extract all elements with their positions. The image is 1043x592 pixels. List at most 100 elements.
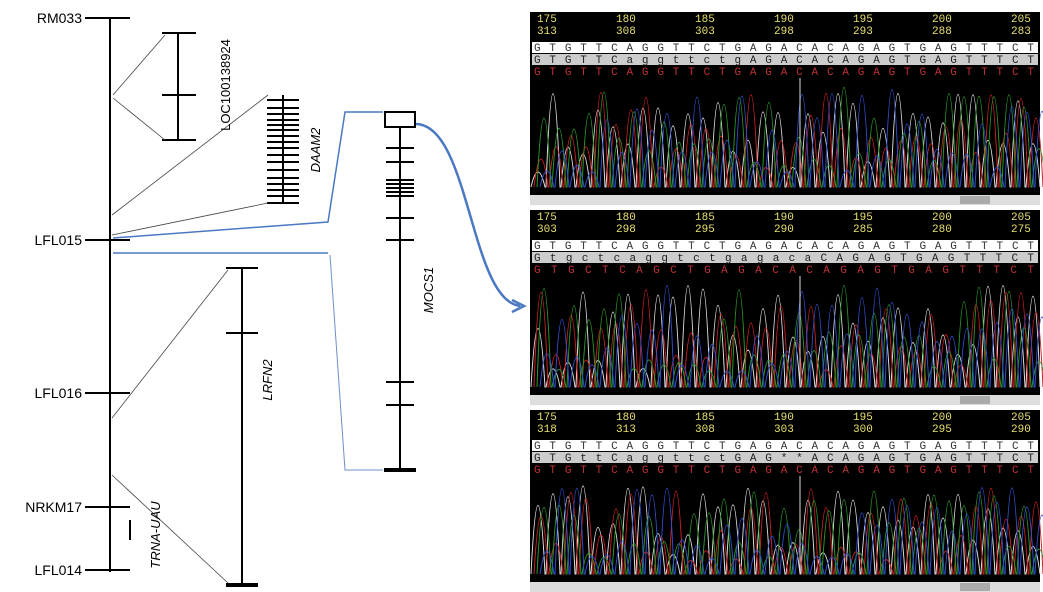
marker-label: LFL016 <box>35 385 83 401</box>
position: 190 <box>774 412 794 424</box>
zoom-line <box>329 254 383 471</box>
position: 180 <box>616 412 636 424</box>
scroll-thumb <box>960 583 990 591</box>
position: 190 <box>774 212 794 224</box>
ref-position: 303 <box>695 26 715 38</box>
sequence-row <box>532 54 1038 65</box>
zoom-line <box>111 474 229 584</box>
trace <box>533 289 1043 388</box>
trace <box>530 485 1041 575</box>
ref-position: 303 <box>774 424 794 436</box>
position: 200 <box>932 14 952 26</box>
marker-label: LFL015 <box>35 232 83 248</box>
scrollbar <box>530 395 1040 405</box>
position: 190 <box>774 14 794 26</box>
zoom-line <box>112 34 166 96</box>
gene-label: TRNA-UAU <box>148 501 163 569</box>
sequence-row <box>532 440 1038 451</box>
exons <box>267 99 416 472</box>
zoom-line <box>111 202 269 236</box>
ref-position: 313 <box>537 26 557 38</box>
sequence: GTGTTCAGGTTCTGAGACACAGAGTGAGTTTCT <box>534 465 1034 477</box>
position: 180 <box>616 212 636 224</box>
ref-position: 295 <box>695 224 715 236</box>
trace <box>536 87 1043 188</box>
ref-position: 308 <box>616 26 636 38</box>
trace <box>539 487 1043 575</box>
ref-position: 298 <box>774 26 794 38</box>
zoom-line <box>111 269 229 419</box>
chromatograms: 1753131803081853031902981952932002882052… <box>530 12 1043 592</box>
trace <box>539 89 1043 188</box>
trace <box>536 490 1043 575</box>
sequence: GTGttCaggttctGAG**ACAGAGTGAGTTTCT <box>534 453 1034 465</box>
sequence-row <box>532 264 1038 275</box>
zoom-lines <box>111 34 269 584</box>
position: 200 <box>932 412 952 424</box>
position: 175 <box>537 212 557 224</box>
gene-label: LRFN2 <box>260 359 275 401</box>
ref-position: 283 <box>1011 26 1031 38</box>
position: 185 <box>695 14 715 26</box>
position: 195 <box>853 14 873 26</box>
position: 175 <box>537 14 557 26</box>
position: 180 <box>616 14 636 26</box>
ref-position: 300 <box>853 424 873 436</box>
sequence: GTGTTCAGGTTCTGAGACACAGAGTGAGTTTCT <box>534 441 1034 453</box>
marker-label: RM033 <box>37 10 82 26</box>
ref-position: 303 <box>537 224 557 236</box>
sequence-row <box>532 42 1038 53</box>
zoom-line <box>112 97 166 141</box>
position: 195 <box>853 412 873 424</box>
sequence-row <box>532 452 1038 463</box>
ref-position: 285 <box>853 224 873 236</box>
position: 200 <box>932 212 952 224</box>
ref-position: 288 <box>932 26 952 38</box>
position: 175 <box>537 412 557 424</box>
scrollbar <box>530 195 1040 205</box>
gene-label: MOCS1 <box>421 267 436 313</box>
exon-box <box>384 111 416 128</box>
sequence: GTGTTCAGGTTCTGAGACACAGAGTGAGTTTCT <box>534 241 1034 253</box>
position: 205 <box>1011 412 1031 424</box>
gene-label: DAAM2 <box>308 127 323 173</box>
arrow <box>415 122 521 308</box>
zoom-line <box>112 111 383 239</box>
trace <box>533 487 1043 575</box>
ref-position: 290 <box>1011 424 1031 436</box>
position: 205 <box>1011 212 1031 224</box>
sequence: GTGTTCAGGTTCTGAGACACAGAGTGAGTTTCT <box>534 67 1034 79</box>
ref-position: 290 <box>774 224 794 236</box>
gene-label: LOC100138924 <box>218 39 233 131</box>
arrowhead <box>511 298 527 314</box>
scroll-thumb <box>960 396 990 404</box>
position: 195 <box>853 212 873 224</box>
position: 185 <box>695 212 715 224</box>
position: 205 <box>1011 14 1031 26</box>
ref-position: 295 <box>932 424 952 436</box>
sequence: GTGTTCaggttctgAGACACAGAGTGAGTTTCT <box>534 55 1034 67</box>
trace <box>539 285 1043 388</box>
marker-label: NRKM17 <box>25 499 82 515</box>
scroll-thumb <box>960 196 990 204</box>
trace <box>536 285 1043 388</box>
ref-position: 318 <box>537 424 557 436</box>
ref-position: 308 <box>695 424 715 436</box>
sequence-row <box>532 66 1038 77</box>
marker-label: LFL014 <box>35 562 83 578</box>
blue-zoom-lines <box>112 111 527 471</box>
ref-position: 280 <box>932 224 952 236</box>
sequence-row <box>532 252 1038 263</box>
ref-position: 275 <box>1011 224 1031 236</box>
sequence: GTGTTCAGGTTCTGAGACACAGAGTGAGTTTCT <box>534 43 1034 55</box>
ref-position: 298 <box>616 224 636 236</box>
scrollbar <box>530 582 1040 592</box>
ref-position: 293 <box>853 26 873 38</box>
position: 185 <box>695 412 715 424</box>
zoom-line <box>111 94 269 216</box>
sequence-row <box>532 464 1038 475</box>
trace <box>533 92 1043 188</box>
ref-position: 313 <box>616 424 636 436</box>
chromosome-map <box>85 17 416 587</box>
